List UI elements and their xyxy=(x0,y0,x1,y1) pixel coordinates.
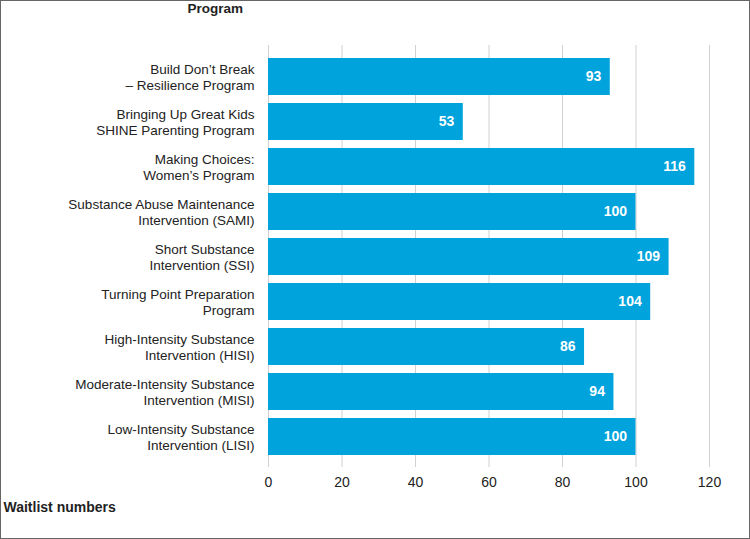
svg-text:116: 116 xyxy=(663,158,686,174)
svg-text:100: 100 xyxy=(604,203,628,219)
svg-text:Turning Point PreparationProgr: Turning Point PreparationProgram xyxy=(101,287,254,318)
svg-text:93: 93 xyxy=(586,68,602,84)
svg-text:86: 86 xyxy=(560,338,576,354)
svg-text:Waitlist numbers: Waitlist numbers xyxy=(4,499,116,515)
svg-text:Making Choices:Women’s Program: Making Choices:Women’s Program xyxy=(143,152,254,183)
svg-text:80: 80 xyxy=(555,474,571,490)
svg-text:94: 94 xyxy=(589,383,605,399)
svg-text:Low-Intensity SubstanceInterve: Low-Intensity SubstanceIntervention (LIS… xyxy=(107,422,254,453)
svg-text:20: 20 xyxy=(334,474,350,490)
svg-text:Moderate-Intensity SubstanceIn: Moderate-Intensity SubstanceIntervention… xyxy=(75,377,254,408)
svg-text:120: 120 xyxy=(698,474,722,490)
svg-text:53: 53 xyxy=(439,113,455,129)
svg-text:Substance Abuse MaintenanceInt: Substance Abuse MaintenanceIntervention … xyxy=(68,197,254,228)
svg-text:Build Don’t Break– Resilience: Build Don’t Break– Resilience Program xyxy=(125,62,254,93)
svg-text:40: 40 xyxy=(408,474,424,490)
svg-text:0: 0 xyxy=(265,474,273,490)
svg-text:104: 104 xyxy=(618,293,642,309)
svg-text:Program: Program xyxy=(188,1,244,16)
svg-text:Bringing Up Great KidsSHINE Pa: Bringing Up Great KidsSHINE Parenting Pr… xyxy=(96,107,255,138)
svg-text:Short SubstanceIntervention (S: Short SubstanceIntervention (SSI) xyxy=(149,242,254,273)
svg-text:High-Intensity SubstanceInterv: High-Intensity SubstanceIntervention (HI… xyxy=(104,332,254,363)
svg-text:100: 100 xyxy=(624,474,648,490)
svg-text:100: 100 xyxy=(604,428,628,444)
svg-text:60: 60 xyxy=(481,474,497,490)
svg-text:109: 109 xyxy=(637,248,661,264)
